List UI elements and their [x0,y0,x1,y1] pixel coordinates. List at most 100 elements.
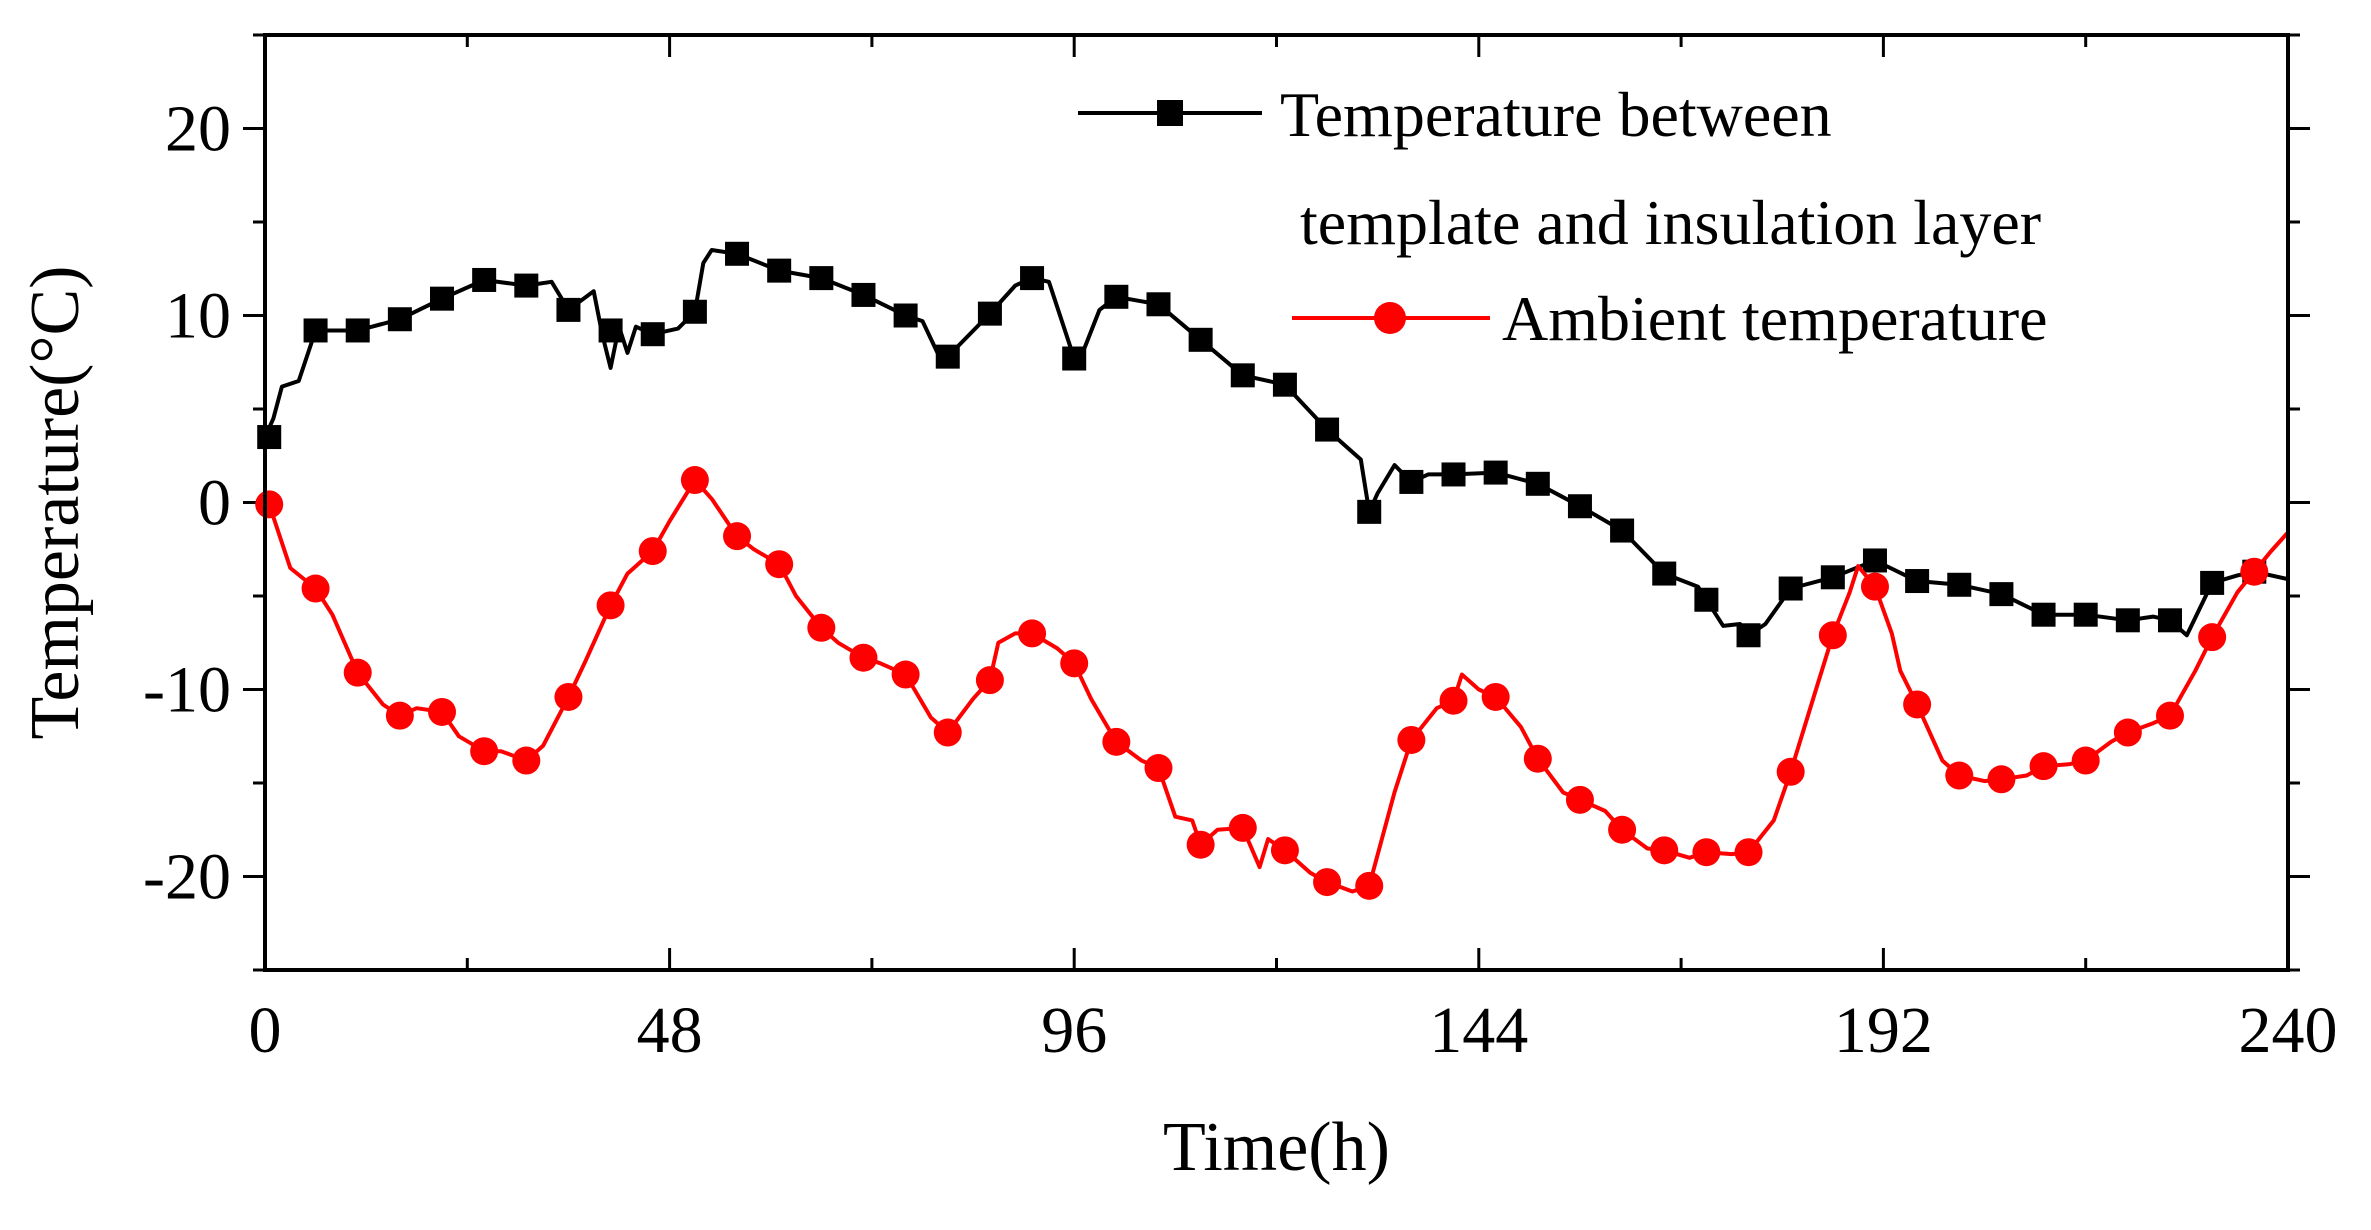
data-point [1102,727,1131,756]
data-point [1565,785,1594,814]
data-point [1694,587,1719,612]
legend-marker [1374,302,1406,334]
y-tick-label: -20 [143,841,231,914]
data-point [1020,266,1045,291]
data-point [1987,765,2016,794]
data-point [514,273,539,298]
data-point [343,658,372,687]
tick-labels: 20 10 0 -10 -20 0 48 96 144 192 240 [143,93,2337,1068]
data-point [1230,363,1255,388]
data-point [512,746,541,775]
data-point [2113,718,2142,747]
data-point [1860,572,1889,601]
series-1 [257,241,2289,648]
data-point [891,660,920,689]
data-point [640,322,665,347]
data-point [1186,830,1215,859]
data-point [975,666,1004,695]
data-point [556,297,581,322]
data-point [1397,725,1426,754]
data-point [428,697,457,726]
data-point [1441,462,1466,487]
data-point [1439,686,1468,715]
x-tick-label: 0 [249,994,282,1067]
data-point [554,682,583,711]
data-point [1315,417,1340,442]
x-tick-label: 240 [2239,994,2338,1067]
data-point [2200,570,2225,595]
data-point [2240,557,2269,586]
legend-label-1-line-1: Temperature between [1280,79,1832,150]
data-point [1481,682,1510,711]
legend-item-1 [1078,100,1262,126]
data-point [345,318,370,343]
data-point [1228,813,1257,842]
data-point [725,241,750,266]
data-point [893,303,918,328]
x-tick-label: 48 [637,994,703,1067]
data-point [1818,621,1847,650]
data-point [1608,815,1637,844]
data-point [1062,346,1087,371]
data-point [1650,836,1679,865]
data-point [1945,761,1974,790]
data-point [303,318,328,343]
data-point [1525,471,1550,496]
data-point [1104,284,1129,309]
data-point [933,718,962,747]
data-point [2073,602,2098,627]
y-tick-label: -10 [143,654,231,727]
data-point [1903,690,1932,719]
data-point [1313,868,1342,897]
data-point [935,344,960,369]
data-point [1905,569,1930,594]
data-point [1862,548,1887,573]
data-point [1820,565,1845,590]
data-point [2198,623,2227,652]
data-point [472,267,497,292]
data-point [1947,572,1972,597]
data-point [2031,602,2056,627]
data-point [638,537,667,566]
data-point [1355,871,1384,900]
y-axis-title: Temperature(°C) [17,266,94,740]
data-point [2115,608,2140,633]
data-point [1778,576,1803,601]
x-tick-label: 96 [1041,994,1107,1067]
data-point [849,643,878,672]
y-tick-label: 20 [165,93,231,166]
data-point [1483,460,1508,485]
data-point [1652,561,1677,586]
data-point [598,318,623,343]
series-layer [255,241,2290,900]
legend-label-1-line-2: template and insulation layer [1300,187,2041,258]
legend-marker [1157,100,1183,126]
data-point [1523,744,1552,773]
plot-frame [263,33,2290,972]
data-point [2155,701,2184,730]
legend: Temperature between template and insulati… [1078,79,2048,354]
data-point [430,286,455,311]
data-point [809,266,834,291]
data-point [765,550,794,579]
data-point [1270,836,1299,865]
data-point [255,490,284,519]
data-point [1610,518,1635,543]
legend-item-2 [1292,302,1490,334]
data-point [1357,499,1382,524]
x-tick-label: 144 [1429,994,1528,1067]
data-point [2029,752,2058,781]
data-point [680,466,709,495]
y-tick-label: 10 [165,280,231,353]
data-point [1692,838,1721,867]
x-tick-label: 192 [1834,994,1933,1067]
data-point [1060,649,1089,678]
series-2 [255,466,2290,900]
data-point [1272,372,1297,397]
data-point [1399,469,1424,494]
data-point [977,301,1002,326]
data-point [2071,746,2100,775]
legend-label-2: Ambient temperature [1502,283,2048,354]
